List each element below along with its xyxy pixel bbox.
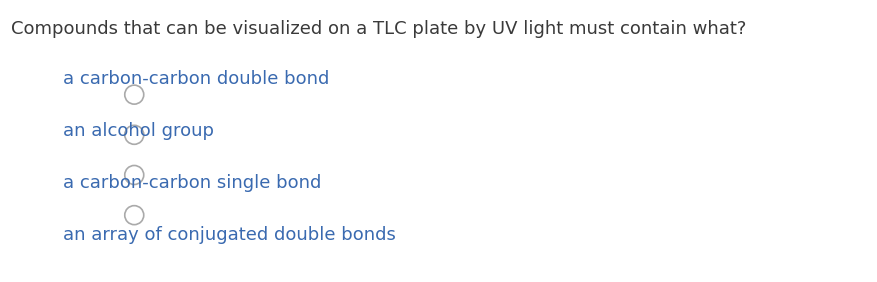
- Ellipse shape: [125, 166, 144, 184]
- Text: a carbon-carbon single bond: a carbon-carbon single bond: [63, 174, 321, 192]
- Ellipse shape: [125, 85, 144, 104]
- Ellipse shape: [125, 125, 144, 144]
- Text: Compounds that can be visualized on a TLC plate by UV light must contain what?: Compounds that can be visualized on a TL…: [11, 20, 746, 38]
- Text: an array of conjugated double bonds: an array of conjugated double bonds: [63, 226, 396, 244]
- Ellipse shape: [125, 206, 144, 225]
- Text: a carbon-carbon double bond: a carbon-carbon double bond: [63, 70, 329, 88]
- Text: an alcohol group: an alcohol group: [63, 122, 214, 140]
